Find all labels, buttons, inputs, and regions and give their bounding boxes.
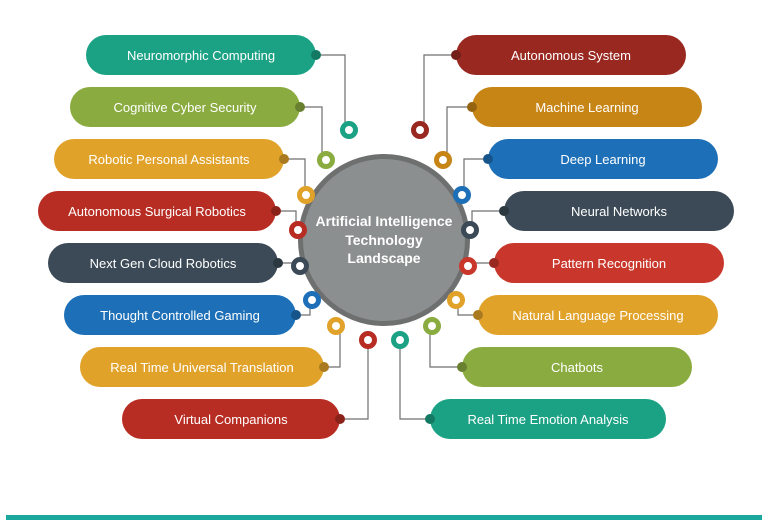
ring-dot <box>461 221 479 239</box>
topic-label: Next Gen Cloud Robotics <box>90 256 237 271</box>
ring-dot <box>411 121 429 139</box>
topic-pill: Natural Language Processing <box>478 295 718 335</box>
ring-dot <box>317 151 335 169</box>
pill-connector-dot <box>473 310 483 320</box>
pill-connector-dot <box>295 102 305 112</box>
pill-connector-dot <box>489 258 499 268</box>
ring-dot <box>303 291 321 309</box>
ring-dot <box>453 186 471 204</box>
ring-dot <box>459 257 477 275</box>
center-node: Artificial IntelligenceTechnologyLandsca… <box>298 154 470 326</box>
pill-connector-dot <box>319 362 329 372</box>
topic-pill: Pattern Recognition <box>494 243 724 283</box>
topic-pill: Real Time Universal Translation <box>80 347 324 387</box>
center-label: Artificial IntelligenceTechnologyLandsca… <box>316 212 453 269</box>
topic-pill: Neuromorphic Computing <box>86 35 316 75</box>
topic-label: Pattern Recognition <box>552 256 666 271</box>
topic-pill: Machine Learning <box>472 87 702 127</box>
pill-connector-dot <box>451 50 461 60</box>
topic-label: Machine Learning <box>535 100 638 115</box>
pill-connector-dot <box>457 362 467 372</box>
topic-pill: Real Time Emotion Analysis <box>430 399 666 439</box>
topic-label: Autonomous System <box>511 48 631 63</box>
ring-dot <box>297 186 315 204</box>
topic-label: Virtual Companions <box>174 412 287 427</box>
footer-accent-line <box>6 515 762 520</box>
topic-pill: Chatbots <box>462 347 692 387</box>
topic-label: Natural Language Processing <box>512 308 683 323</box>
ring-dot <box>447 291 465 309</box>
ring-dot <box>291 257 309 275</box>
pill-connector-dot <box>425 414 435 424</box>
pill-connector-dot <box>335 414 345 424</box>
topic-label: Neural Networks <box>571 204 667 219</box>
ring-dot <box>289 221 307 239</box>
pill-connector-dot <box>271 206 281 216</box>
topic-label: Deep Learning <box>560 152 645 167</box>
pill-connector-dot <box>483 154 493 164</box>
pill-connector-dot <box>279 154 289 164</box>
topic-label: Real Time Universal Translation <box>110 360 294 375</box>
ring-dot <box>340 121 358 139</box>
topic-label: Chatbots <box>551 360 603 375</box>
pill-connector-dot <box>467 102 477 112</box>
pill-connector-dot <box>311 50 321 60</box>
topic-pill: Virtual Companions <box>122 399 340 439</box>
topic-label: Neuromorphic Computing <box>127 48 275 63</box>
topic-label: Cognitive Cyber Security <box>113 100 256 115</box>
diagram-stage: Artificial IntelligenceTechnologyLandsca… <box>0 0 768 526</box>
pill-connector-dot <box>499 206 509 216</box>
ring-dot <box>391 331 409 349</box>
topic-label: Robotic Personal Assistants <box>88 152 249 167</box>
topic-label: Real Time Emotion Analysis <box>467 412 628 427</box>
ring-dot <box>423 317 441 335</box>
ring-dot <box>359 331 377 349</box>
pill-connector-dot <box>273 258 283 268</box>
topic-label: Thought Controlled Gaming <box>100 308 260 323</box>
topic-pill: Autonomous System <box>456 35 686 75</box>
topic-label: Autonomous Surgical Robotics <box>68 204 246 219</box>
topic-pill: Autonomous Surgical Robotics <box>38 191 276 231</box>
ring-dot <box>327 317 345 335</box>
pill-connector-dot <box>291 310 301 320</box>
topic-pill: Thought Controlled Gaming <box>64 295 296 335</box>
topic-pill: Neural Networks <box>504 191 734 231</box>
topic-pill: Deep Learning <box>488 139 718 179</box>
topic-pill: Cognitive Cyber Security <box>70 87 300 127</box>
ring-dot <box>434 151 452 169</box>
topic-pill: Next Gen Cloud Robotics <box>48 243 278 283</box>
topic-pill: Robotic Personal Assistants <box>54 139 284 179</box>
